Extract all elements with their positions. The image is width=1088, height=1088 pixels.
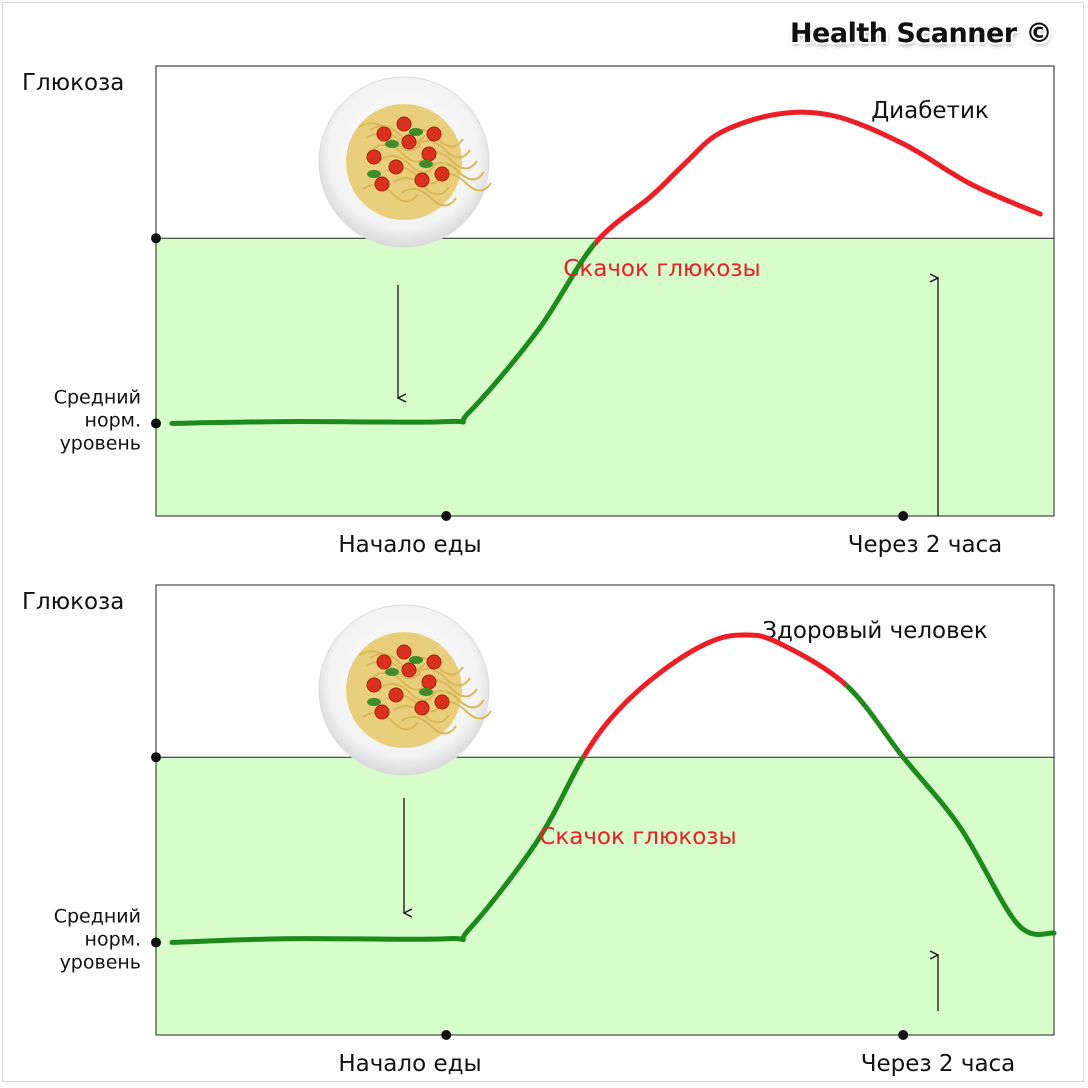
pasta-plate-image	[318, 604, 492, 776]
tomato	[426, 126, 442, 142]
x-tick-2h-dot	[898, 1030, 909, 1040]
tomato	[414, 700, 430, 716]
x-tick-label-2h: Через 2 часа	[848, 532, 1003, 558]
chart-title: Диабетик	[871, 98, 989, 124]
y-tick-mean-dot	[151, 937, 161, 948]
noodle	[400, 716, 457, 735]
chart-title: Здоровый человек	[762, 618, 988, 644]
tomato	[401, 134, 417, 150]
x-tick-start-dot	[441, 511, 452, 521]
tomato	[366, 149, 382, 165]
tomato	[366, 677, 382, 693]
basil-leaf	[419, 688, 433, 696]
tomato	[434, 166, 450, 182]
noodle	[369, 125, 426, 144]
basil-leaf	[385, 140, 399, 148]
noodle	[414, 668, 471, 687]
tomato	[376, 654, 392, 670]
pasta-plate-image	[318, 76, 492, 248]
noodle	[362, 184, 419, 203]
spike-annotation: Скачок глюкозы	[563, 256, 760, 282]
spike-annotation: Скачок глюкозы	[539, 824, 736, 850]
y-marker-label: Средний норм. уровень	[54, 905, 141, 973]
y-tick-mean-dot	[151, 418, 161, 429]
x-tick-label-2h: Через 2 часа	[861, 1051, 1016, 1077]
tomato	[376, 126, 392, 142]
noodle	[372, 672, 429, 691]
plot-frame	[155, 65, 1055, 517]
x-tick-label-start: Начало еды	[338, 1051, 481, 1077]
y-axis-label: Глюкоза	[22, 589, 124, 615]
tomato	[396, 644, 412, 660]
noodle	[362, 712, 419, 731]
noodle	[369, 653, 426, 672]
normal-zone	[156, 238, 1054, 516]
tomato	[426, 654, 442, 670]
basil-leaf	[409, 128, 423, 136]
normal-zone	[156, 757, 1054, 1035]
y-tick-upper-dot	[151, 752, 161, 763]
curve-spike-segment	[594, 109, 1043, 248]
noodle	[428, 162, 485, 181]
tomato	[374, 176, 390, 192]
tomato	[388, 687, 404, 703]
noodle	[400, 188, 457, 207]
tomato	[388, 159, 404, 175]
basil-leaf	[367, 698, 381, 706]
basil-leaf	[419, 160, 433, 168]
chart-diabetic: Глюкоза Средний норм. уровень Начало еды Чере…	[22, 65, 1055, 558]
tomato	[414, 172, 430, 188]
y-marker-label: Средний норм. уровень	[54, 386, 141, 454]
basil-leaf	[409, 656, 423, 664]
x-tick-2h-dot	[898, 511, 909, 521]
noodle	[428, 690, 485, 709]
tomato	[421, 146, 437, 162]
tomato	[396, 116, 412, 132]
curve-spike-segment	[583, 632, 847, 763]
x-tick-start-dot	[441, 1030, 452, 1040]
tomato	[374, 704, 390, 720]
brand-logo: Health Scanner ©	[789, 18, 1053, 49]
plot-frame	[155, 584, 1055, 1036]
y-axis-label: Глюкоза	[22, 70, 124, 96]
basil-leaf	[385, 668, 399, 676]
tomato	[434, 694, 450, 710]
tomato	[401, 662, 417, 678]
tomato	[421, 674, 437, 690]
noodle	[379, 155, 436, 174]
noodle	[372, 144, 429, 163]
basil-leaf	[367, 170, 381, 178]
noodle	[379, 683, 436, 702]
y-tick-upper-dot	[151, 233, 161, 244]
chart-healthy: Глюкоза Средний норм. уровень Начало еды Чере…	[22, 584, 1057, 1077]
x-tick-label-start: Начало еды	[338, 532, 481, 558]
noodle	[414, 140, 471, 159]
